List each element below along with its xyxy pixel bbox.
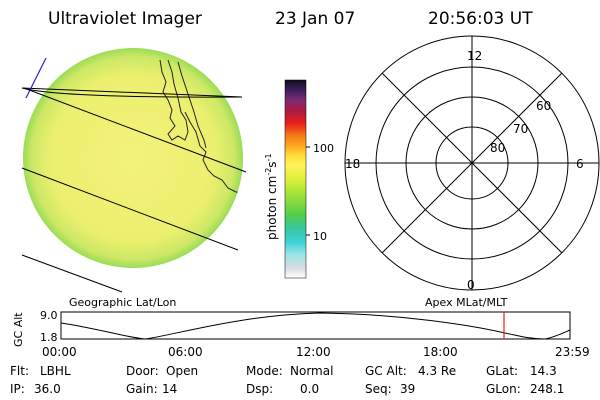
door-value: Open bbox=[166, 364, 198, 378]
mlt-12-label: 12 bbox=[467, 49, 482, 63]
colorbar-tick-100: 100 bbox=[313, 142, 334, 155]
flt-value: LBHL bbox=[40, 364, 71, 378]
ip-label: IP: bbox=[10, 382, 25, 396]
seq-value: 39 bbox=[400, 382, 415, 396]
coastline bbox=[159, 59, 243, 195]
ip-value: 36.0 bbox=[34, 382, 61, 396]
seq-label: Seq: bbox=[365, 382, 392, 396]
color-bar: 100 10 photon cm-2s-1 bbox=[264, 79, 334, 279]
mlt-0-label: 0 bbox=[467, 278, 475, 292]
mlt-6-label: 6 bbox=[576, 157, 584, 171]
orbit-xtick: 12:00 bbox=[296, 345, 331, 359]
orbit-xtick: 18:00 bbox=[423, 345, 458, 359]
dsp-value: 0.0 bbox=[300, 382, 319, 396]
latlon-line bbox=[21, 167, 239, 251]
geographic-caption: Geographic Lat/Lon bbox=[69, 296, 176, 309]
gcalt-label: GC Alt: bbox=[365, 364, 407, 378]
orbit-xtick: 00:00 bbox=[42, 345, 77, 359]
polar-plot bbox=[344, 35, 600, 291]
gcalt-value: 4.3 Re bbox=[418, 364, 456, 378]
orbit-plot-frame bbox=[60, 311, 571, 340]
glat-value: 14.3 bbox=[530, 364, 557, 378]
orbit-ytick-bottom: 1.8 bbox=[40, 331, 58, 344]
orbit-ylabel: GC Alt bbox=[12, 312, 25, 347]
orbit-ytick-top: 9.0 bbox=[40, 309, 58, 322]
latlon-curve bbox=[21, 87, 243, 98]
svg-text:photon cm-2s-1: photon cm-2s-1 bbox=[264, 153, 279, 240]
colorbar-tick-10: 10 bbox=[313, 230, 327, 243]
glon-value: 248.1 bbox=[530, 382, 564, 396]
earth-disk bbox=[23, 48, 243, 268]
lat-60-label: 60 bbox=[536, 99, 551, 113]
header-date: 23 Jan 07 bbox=[275, 9, 355, 29]
colorbar-label: photon cm-2s-1 bbox=[264, 153, 279, 240]
meridian-diag-2 bbox=[381, 72, 563, 254]
orbit-plot: 9.0 1.8 GC Alt 00:00 06:00 12:00 18:00 2… bbox=[12, 309, 590, 359]
glat-label: GLat: bbox=[486, 364, 518, 378]
mode-label: Mode: bbox=[246, 364, 283, 378]
color-scale bbox=[284, 79, 307, 279]
terminator-line bbox=[25, 57, 47, 99]
mode-value: Normal bbox=[290, 364, 333, 378]
lat-80-label: 80 bbox=[490, 141, 505, 155]
lat-70-label: 70 bbox=[513, 122, 528, 136]
header-time: 20:56:03 UT bbox=[428, 9, 533, 29]
glon-label: GLon: bbox=[486, 382, 521, 396]
latlon-line bbox=[23, 87, 247, 173]
door-label: Door: bbox=[126, 364, 159, 378]
orbit-xtick: 23:59 bbox=[555, 345, 590, 359]
orbit-xtick: 06:00 bbox=[168, 345, 203, 359]
gain-value: 14 bbox=[162, 382, 177, 396]
latlon-line bbox=[21, 87, 243, 98]
gain-label: Gain: bbox=[126, 382, 158, 396]
apex-caption: Apex MLat/MLT bbox=[425, 296, 508, 309]
latlon-line bbox=[21, 254, 123, 293]
mlt-18-label: 18 bbox=[345, 157, 360, 171]
app-title: Ultraviolet Imager bbox=[48, 9, 202, 29]
altitude-curve bbox=[60, 312, 571, 340]
geographic-image bbox=[21, 48, 247, 293]
flt-label: Flt: bbox=[10, 364, 29, 378]
dsp-label: Dsp: bbox=[246, 382, 273, 396]
status-panel: Flt: LBHL IP: 36.0 Door: Open Gain: 14 M… bbox=[10, 364, 564, 396]
